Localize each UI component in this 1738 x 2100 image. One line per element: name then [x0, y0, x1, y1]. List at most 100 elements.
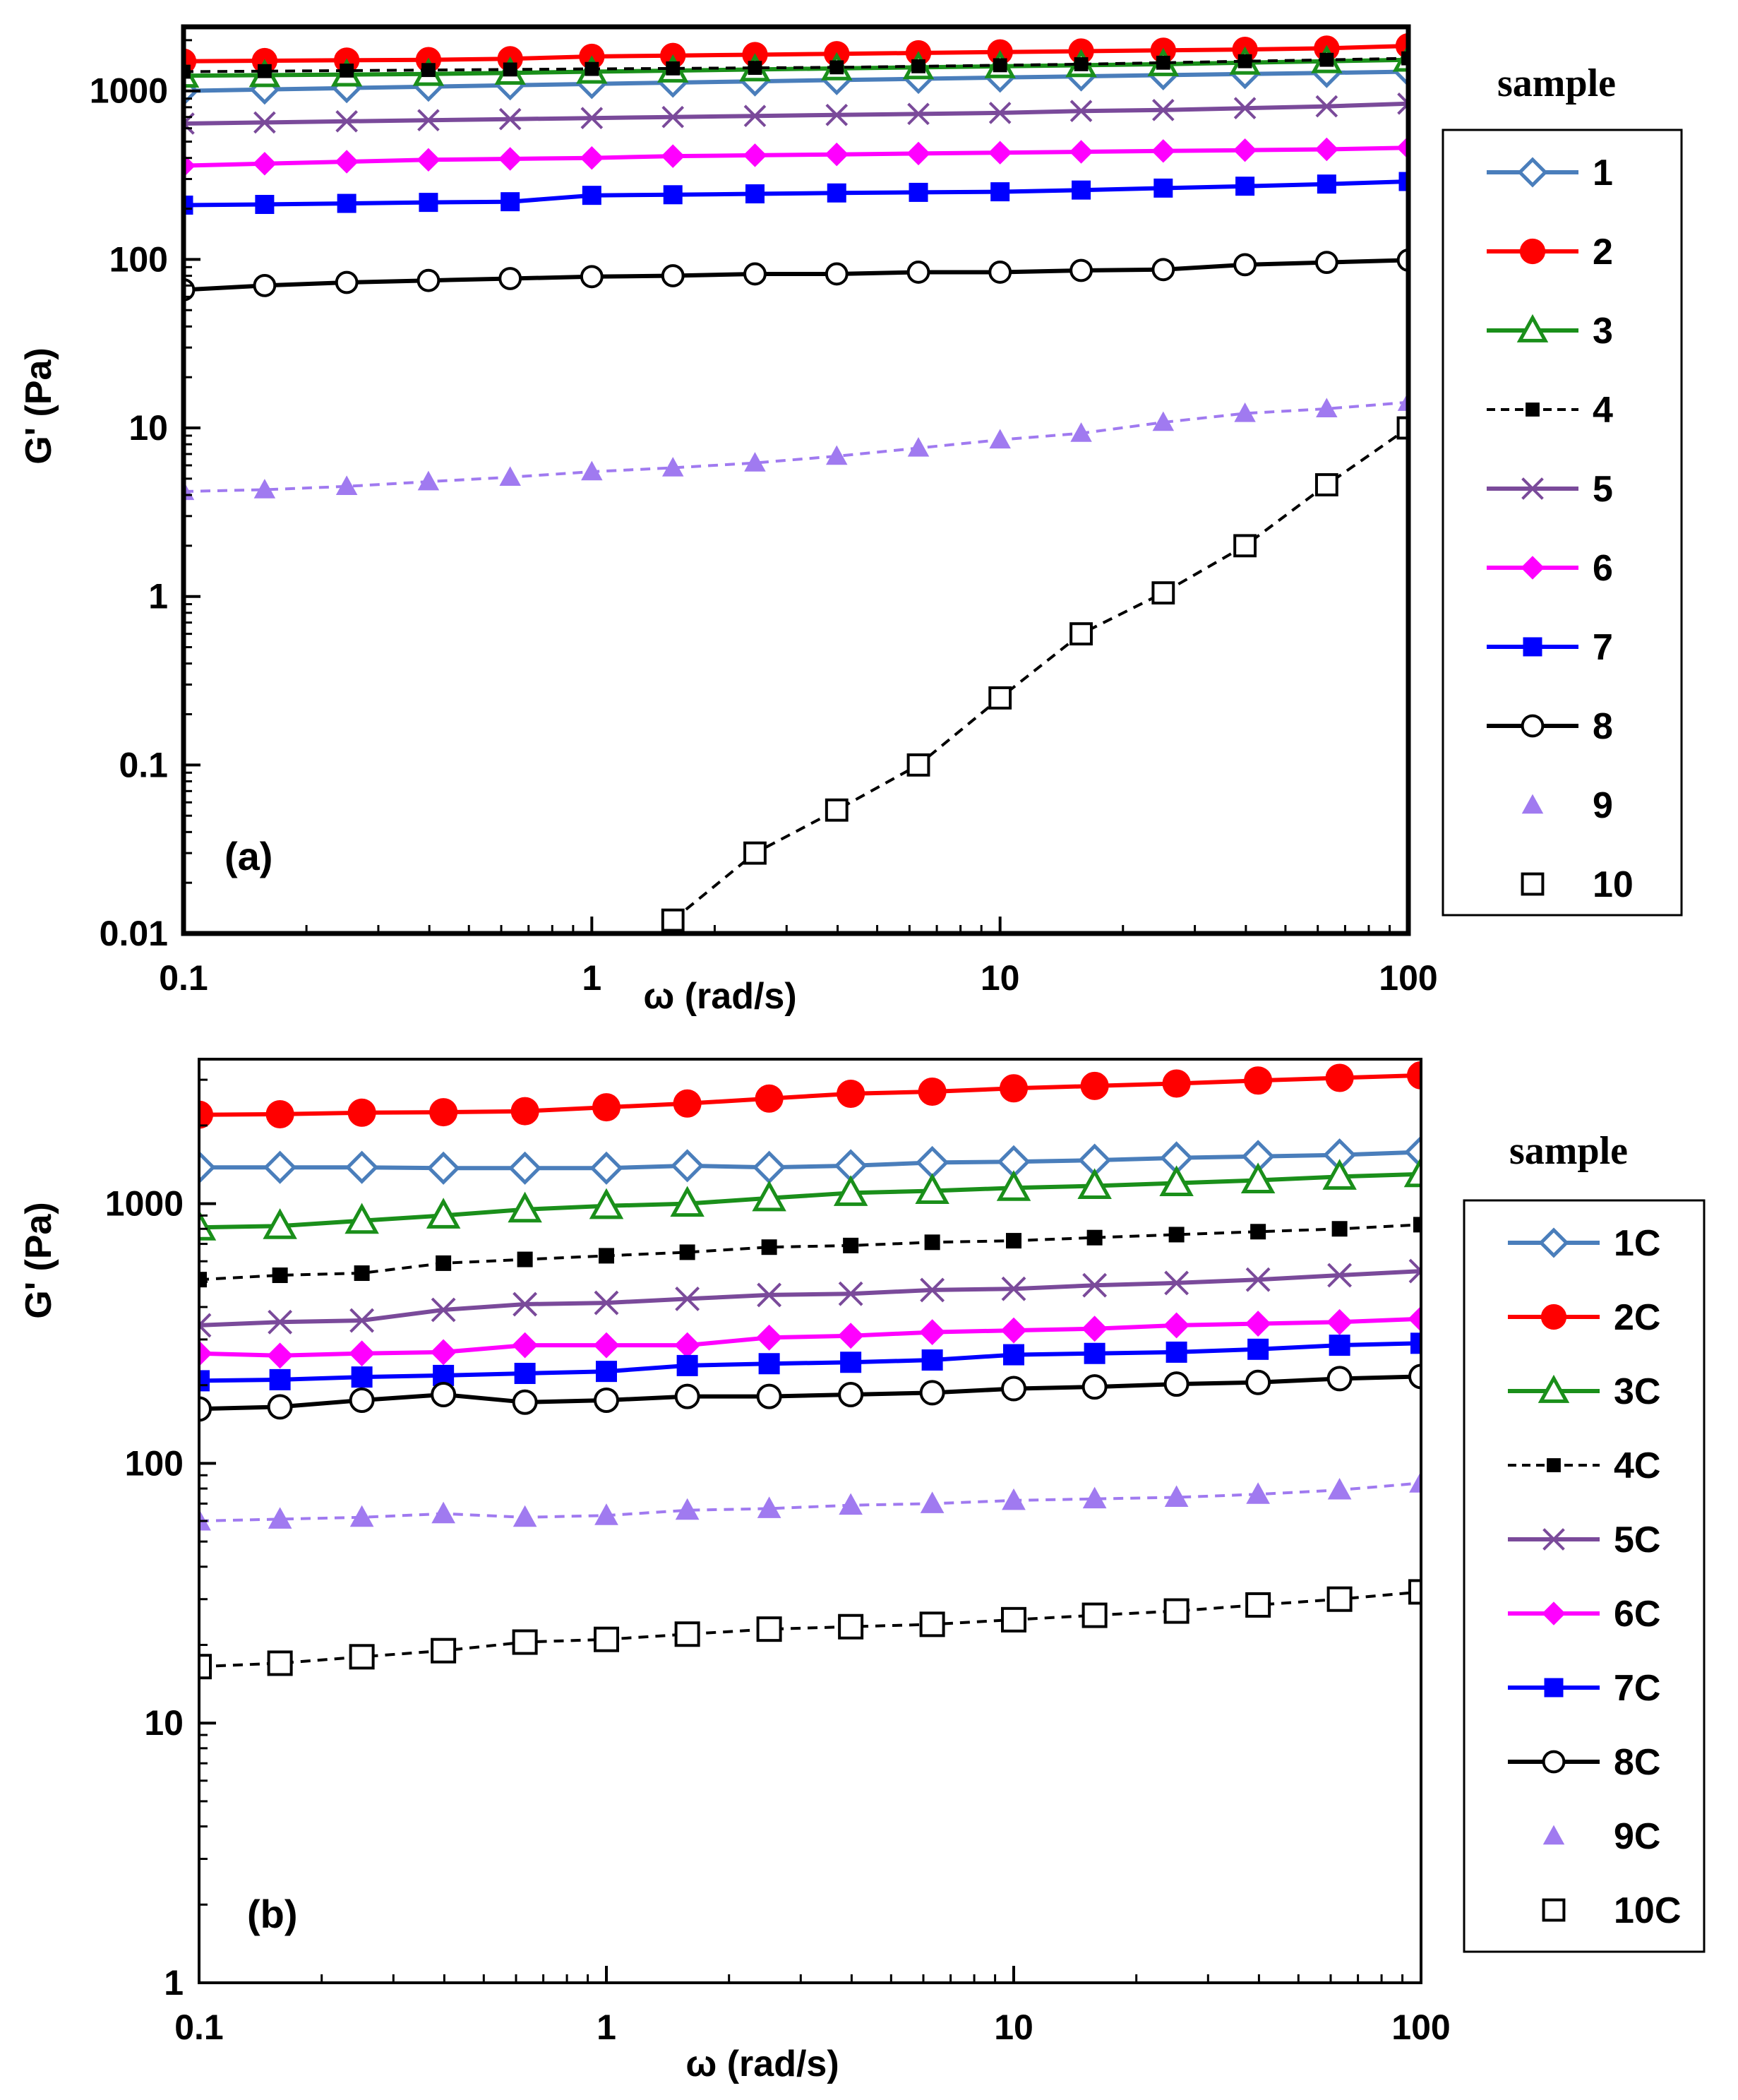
legend-5-marker-stroke-2	[1521, 477, 1544, 500]
legend-item-9: 9	[1521, 785, 1613, 826]
series-5C-point	[594, 1290, 619, 1316]
panel-a-y-tick-label: 1	[148, 577, 168, 616]
series-1C-point	[426, 1151, 460, 1185]
legend-1C-label: 1C	[1614, 1223, 1660, 1264]
series-9C-point	[839, 1493, 863, 1515]
legend-10C-label: 10C	[1614, 1890, 1681, 1931]
series-10C-point	[1408, 1579, 1421, 1605]
legend-4C-marker	[1547, 1458, 1561, 1472]
legend-item-10: 10	[1521, 864, 1634, 905]
series-10-point	[1069, 622, 1093, 646]
series-8-point	[1069, 258, 1093, 282]
series-6C-point	[1163, 1312, 1190, 1339]
series-8C-point	[1163, 1371, 1189, 1397]
series-9-point	[826, 445, 848, 465]
series-7C-point	[269, 1368, 291, 1390]
series-9-point	[744, 452, 766, 472]
series-5C-point	[431, 1297, 456, 1323]
series-1C-point	[589, 1151, 623, 1185]
series-7	[184, 172, 1408, 215]
legend-item-3: 3	[1487, 311, 1613, 352]
series-8C-point	[1326, 1366, 1353, 1392]
series-6C-point	[1000, 1317, 1027, 1344]
series-6-point	[253, 152, 277, 176]
series-5-point-stroke-2	[988, 102, 1012, 124]
series-8-point	[825, 262, 849, 286]
series-5-point	[1397, 92, 1408, 115]
series-9-point	[253, 479, 276, 499]
series-9C-point	[1409, 1471, 1421, 1493]
panel-a-legend: 1 2 3 4 5 6 7 8 9 10	[1487, 153, 1634, 905]
legend-item-8C: 8C	[1508, 1742, 1660, 1783]
series-5C-point	[1164, 1270, 1189, 1296]
legend-item-9C: 9C	[1542, 1816, 1660, 1857]
panel-b-x-tick-label: 10	[994, 2007, 1033, 2047]
series-9-point	[661, 457, 684, 477]
series-6C-point	[430, 1339, 457, 1366]
series-9-point	[907, 437, 930, 457]
legend-6-marker	[1521, 556, 1545, 580]
panel-a-y-tick-label: 1000	[90, 71, 168, 111]
series-4C-point	[1168, 1227, 1185, 1243]
series-4C-point	[272, 1267, 288, 1284]
panel-b-x-tick-label: 0.1	[174, 2007, 224, 2047]
series-9C-point	[920, 1491, 945, 1513]
series-5-point	[661, 105, 685, 129]
series-6C-point	[267, 1342, 294, 1369]
series-5C-point	[757, 1282, 782, 1308]
series-5C-point-stroke-2	[431, 1297, 456, 1323]
series-1C-point	[671, 1149, 705, 1183]
series-4C-point	[599, 1248, 614, 1264]
panel-b-x-tick-label: 100	[1391, 2007, 1450, 2047]
panel-a-ticks: 0.1 1 10 100 0.01 0.1 1 10 100 1000	[90, 39, 1438, 998]
series-2C-point	[1244, 1066, 1273, 1095]
series-5C-point	[513, 1291, 538, 1317]
series-9	[184, 391, 1408, 501]
series-4-point	[421, 63, 436, 78]
legend-item-1C: 1C	[1508, 1223, 1660, 1264]
series-6C-point	[512, 1332, 539, 1359]
legend-5C-label: 5C	[1614, 1520, 1660, 1561]
panel-a-y-tick-label: 0.01	[100, 914, 168, 953]
series-6C-point	[837, 1323, 864, 1349]
panel-a-y-tick-label: 10	[128, 408, 168, 448]
series-5-point	[907, 102, 930, 126]
series-4C-point	[843, 1237, 859, 1253]
series-6C-point	[1081, 1316, 1108, 1342]
series-5-point	[417, 109, 440, 132]
legend-item-2C: 2C	[1508, 1297, 1660, 1338]
series-3C-point	[1240, 1162, 1276, 1194]
legend-item-10C: 10C	[1542, 1890, 1681, 1931]
series-9-point	[1070, 422, 1092, 442]
series-8-point	[1233, 253, 1257, 277]
series-9C-line	[199, 1481, 1421, 1522]
series-1C-point	[508, 1151, 542, 1185]
legend-8-label: 8	[1593, 706, 1613, 747]
series-4-point	[1074, 57, 1089, 71]
series-3C	[199, 1156, 1421, 1241]
legend-2-label: 2	[1593, 232, 1613, 273]
series-7-point	[255, 195, 275, 215]
series-9C-point	[675, 1498, 700, 1520]
series-9C-point	[1082, 1486, 1107, 1509]
series-9C-point	[268, 1507, 292, 1529]
series-6C-point	[199, 1340, 212, 1367]
legend-2-marker	[1519, 238, 1546, 265]
legend-2C-label: 2C	[1614, 1297, 1660, 1338]
series-10-point	[743, 841, 767, 865]
series-4-point	[829, 60, 844, 75]
series-6-point	[184, 153, 196, 178]
series-2C-point	[1000, 1074, 1028, 1103]
series-2C-point	[837, 1079, 865, 1108]
series-9C-point	[349, 1505, 374, 1527]
panel-a-x-axis-label: ω (rad/s)	[643, 976, 796, 1017]
series-3C-point	[996, 1170, 1031, 1201]
series-7-point	[827, 183, 846, 203]
series-7C-point	[1329, 1335, 1350, 1356]
series-8C-point	[267, 1394, 293, 1420]
series-10-point	[1233, 534, 1257, 558]
series-2-line	[184, 44, 1408, 64]
series-10C-point	[674, 1621, 700, 1647]
series-8-point	[498, 267, 522, 290]
series-5-point-stroke-2	[907, 102, 930, 126]
